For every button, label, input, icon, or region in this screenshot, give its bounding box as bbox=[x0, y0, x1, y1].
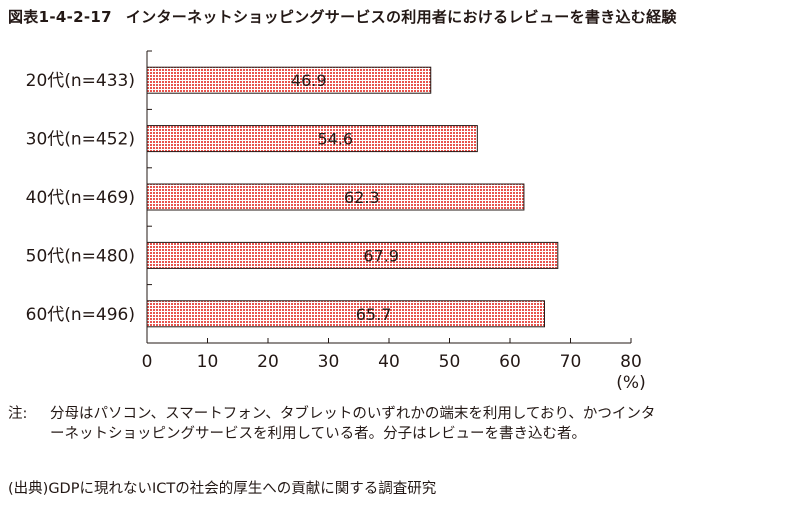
value-label: 54.6 bbox=[317, 130, 353, 149]
footnote-text: 分母はパソコン、スマートフォン、タブレットのいずれかの端末を利用しており、かつイ… bbox=[50, 406, 656, 442]
value-label: 46.9 bbox=[291, 71, 327, 90]
bar-1 bbox=[146, 66, 432, 94]
category-label: 40代(n=469) bbox=[26, 188, 135, 208]
bar-3 bbox=[146, 183, 525, 211]
figure-title: 図表1-4-2-17 インターネットショッピングサービスの利用者におけるレビューを… bbox=[8, 6, 677, 27]
x-tick-label: 60 bbox=[499, 352, 521, 372]
x-tick-label: 70 bbox=[560, 352, 582, 372]
x-axis-unit: (%) bbox=[616, 373, 645, 393]
category-label: 30代(n=452) bbox=[26, 130, 135, 150]
footnote: 注: 分母はパソコン、スマートフォン、タブレットのいずれかの端末を利用しており、… bbox=[8, 404, 668, 444]
figure-title-text: インターネットショッピングサービスの利用者におけるレビューを書き込む経験 bbox=[125, 8, 677, 26]
category-label: 60代(n=496) bbox=[26, 305, 135, 325]
value-label: 62.3 bbox=[344, 188, 380, 207]
footnote-label: 注: bbox=[8, 406, 28, 422]
x-tick-label: 80 bbox=[620, 352, 642, 372]
chart-bars bbox=[146, 66, 559, 328]
x-tick-label: 10 bbox=[197, 352, 219, 372]
x-tick-label: 50 bbox=[439, 352, 461, 372]
bar-2 bbox=[146, 125, 478, 153]
source-citation: (出典)GDPに現れないICTの社会的厚生への貢献に関する調査研究 bbox=[8, 481, 437, 497]
chart-labels: 0 10 20 30 40 50 60 70 80(%) 20代(n=433) 46.9 30代(n=… bbox=[26, 71, 646, 393]
x-tick-label: 40 bbox=[378, 352, 400, 372]
x-tick-label: 20 bbox=[257, 352, 279, 372]
x-tick-label: 30 bbox=[318, 352, 340, 372]
bar-5 bbox=[146, 300, 545, 328]
value-label: 65.7 bbox=[356, 305, 392, 324]
category-label: 50代(n=480) bbox=[26, 246, 135, 266]
bar-4 bbox=[146, 241, 559, 269]
value-label: 67.9 bbox=[363, 246, 399, 265]
category-label: 20代(n=433) bbox=[26, 71, 135, 91]
x-tick-label: 0 bbox=[142, 352, 153, 372]
bar-chart: 0 10 20 30 40 50 60 70 80(%) 20代(n=433) 46.9 30代(n=… bbox=[26, 50, 646, 393]
figure-number: 図表1-4-2-17 bbox=[8, 8, 112, 26]
